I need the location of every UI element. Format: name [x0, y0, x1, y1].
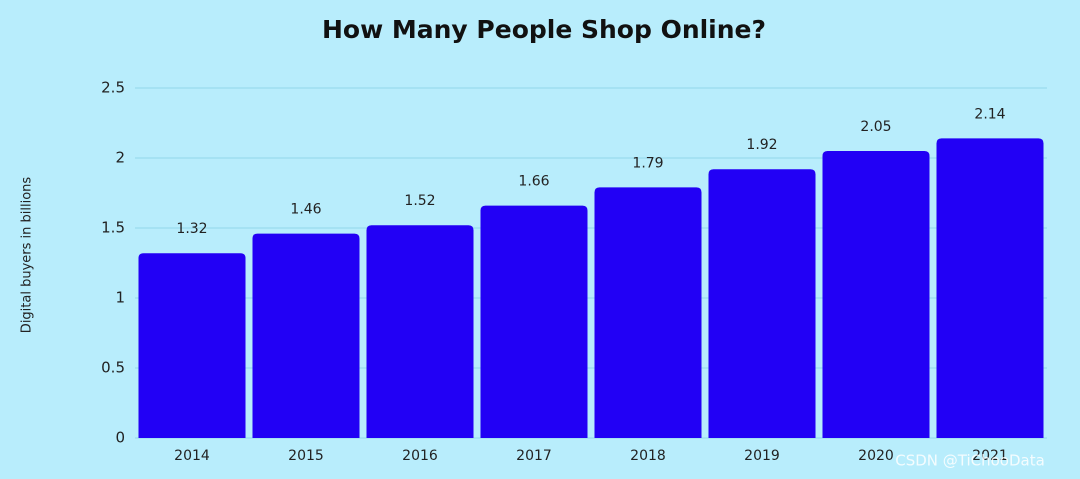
bar	[936, 138, 1044, 438]
x-tick-label: 2019	[744, 448, 780, 464]
value-label: 1.52	[404, 193, 435, 209]
y-tick-label: 2.5	[101, 79, 125, 97]
x-tick-label: 2018	[630, 448, 666, 464]
x-tick-label: 2021	[972, 448, 1008, 464]
x-tick-label: 2014	[174, 448, 210, 464]
value-label: 2.05	[860, 119, 891, 135]
y-tick-label: 2	[115, 149, 125, 167]
bar	[822, 151, 930, 438]
y-tick-label: 0	[115, 429, 125, 447]
y-axis-label: Digital buyers in billions	[20, 177, 35, 334]
bar	[366, 225, 474, 438]
x-tick-label: 2017	[516, 448, 552, 464]
bar	[708, 169, 816, 438]
y-tick-label: 1	[115, 289, 125, 307]
y-tick-label: 0.5	[101, 359, 125, 377]
bar	[594, 187, 702, 438]
x-tick-label: 2020	[858, 448, 894, 464]
bar	[252, 233, 360, 438]
value-label: 1.32	[176, 221, 207, 237]
bar	[138, 253, 246, 438]
y-tick-label: 1.5	[101, 219, 125, 237]
chart-title: How Many People Shop Online?	[322, 15, 766, 44]
watermark: CSDN @TiChooData	[895, 452, 1045, 470]
value-label: 1.79	[632, 155, 663, 171]
value-label: 1.66	[518, 174, 549, 190]
x-tick-label: 2015	[288, 448, 324, 464]
value-label: 1.92	[746, 137, 777, 153]
bar	[480, 205, 588, 438]
value-label: 2.14	[974, 106, 1005, 122]
value-label: 1.46	[290, 202, 321, 218]
x-tick-label: 2016	[402, 448, 438, 464]
